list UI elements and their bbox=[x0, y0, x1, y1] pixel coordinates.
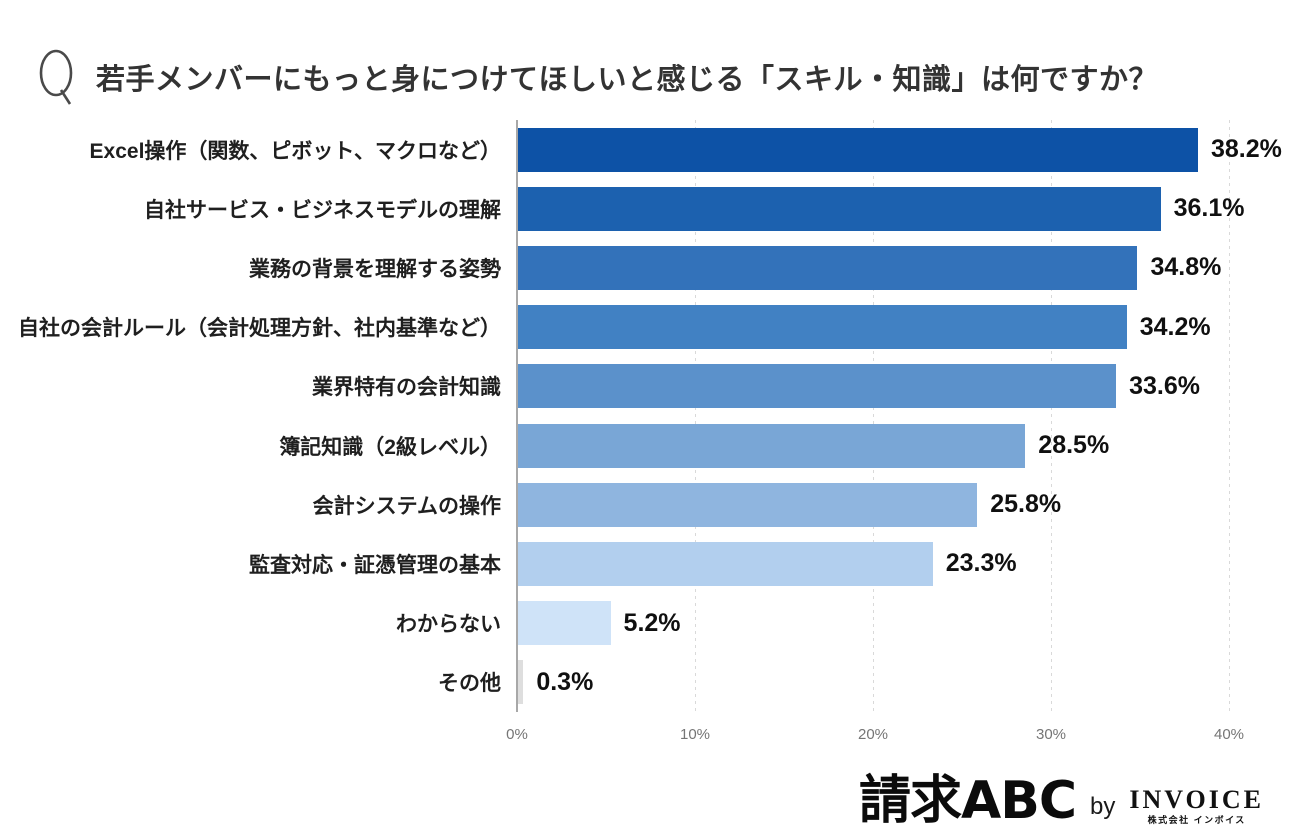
bar bbox=[518, 186, 1161, 231]
bar-value-label: 34.8% bbox=[1150, 253, 1222, 282]
bar bbox=[518, 364, 1117, 409]
chart-title-row: 若手メンバーにもっと身につけてほしいと感じる「スキル・知識」は何ですか？ bbox=[36, 46, 1158, 108]
bar-row: 業務の背景を理解する姿勢 34.8% bbox=[0, 238, 1300, 297]
chart-title: 若手メンバーにもっと身につけてほしいと感じる「スキル・知識」は何ですか？ bbox=[96, 64, 1159, 96]
bar-value-label: 23.3% bbox=[945, 549, 1017, 578]
category-label: 監査対応・証憑管理の基本 bbox=[249, 553, 501, 577]
bar-row: 会計システムの操作 25.8% bbox=[0, 475, 1300, 534]
x-tick-label: 30% bbox=[1035, 726, 1067, 743]
bar-row: 監査対応・証憑管理の基本 23.3% bbox=[0, 534, 1300, 593]
bar-cell: 5.2% bbox=[518, 594, 1300, 653]
category-label: 自社の会計ルール（会計処理方針、社内基準など） bbox=[18, 317, 501, 341]
bar bbox=[518, 245, 1138, 290]
bar-row: Excel操作（関数、ピボット、マクロなど） 38.2% bbox=[0, 120, 1300, 179]
bar-cell: 25.8% bbox=[518, 475, 1300, 534]
bar-value-label: 33.6% bbox=[1129, 371, 1200, 400]
bar-rows: Excel操作（関数、ピボット、マクロなど） 38.2% 自社サービス・ビジネスモデ… bbox=[0, 120, 1300, 712]
category-label: 業界特有の会計知識 bbox=[312, 376, 501, 400]
bar-row: わからない 5.2% bbox=[0, 594, 1300, 653]
x-axis: 0% 10% 20% 30% 40% bbox=[0, 726, 1300, 756]
bar-value-label: 5.2% bbox=[623, 608, 681, 637]
bar-row: 自社の会計ルール（会計処理方針、社内基準など） 34.2% bbox=[0, 298, 1300, 357]
category-label: わからない bbox=[396, 613, 501, 637]
bar bbox=[518, 541, 933, 586]
bar-cell: 0.3% bbox=[518, 653, 1300, 712]
brand-by-label: by bbox=[1090, 793, 1116, 820]
bar-cell: 38.2% bbox=[518, 120, 1300, 179]
bar-cell: 34.2% bbox=[518, 298, 1300, 357]
category-label: 簿記知識（2級レベル） bbox=[279, 435, 501, 459]
question-q-icon bbox=[39, 49, 73, 105]
footer-logo: 請求ABC by INVOICE 株式会社 インボイス bbox=[859, 775, 1264, 827]
x-tick-label: 40% bbox=[1213, 726, 1245, 743]
bar-row: その他 0.3% bbox=[0, 653, 1300, 712]
bar-cell: 34.8% bbox=[518, 238, 1300, 297]
bar-cell: 23.3% bbox=[518, 534, 1300, 593]
company-sub-label: 株式会社 インボイス bbox=[1147, 815, 1246, 825]
bar-cell: 28.5% bbox=[518, 416, 1300, 475]
category-label: Excel操作（関数、ピボット、マクロなど） bbox=[89, 139, 501, 163]
brand-logo: 請求ABC bbox=[858, 771, 1077, 831]
company-logo: INVOICE bbox=[1129, 785, 1264, 814]
bar-row: 自社サービス・ビジネスモデルの理解 36.1% bbox=[0, 179, 1300, 238]
bar bbox=[518, 601, 611, 646]
bar-value-label: 38.2% bbox=[1210, 135, 1282, 164]
bar bbox=[518, 482, 978, 527]
bar-value-label: 0.3% bbox=[536, 667, 594, 696]
category-label: 業務の背景を理解する姿勢 bbox=[249, 257, 501, 281]
bar-cell: 33.6% bbox=[518, 357, 1300, 416]
bar bbox=[518, 305, 1127, 350]
bar-value-label: 28.5% bbox=[1038, 431, 1110, 460]
bar-value-label: 25.8% bbox=[990, 490, 1062, 519]
bar-value-label: 34.2% bbox=[1139, 312, 1211, 341]
bar bbox=[518, 660, 524, 705]
bar-chart: Excel操作（関数、ピボット、マクロなど） 38.2% 自社サービス・ビジネスモデ… bbox=[0, 120, 1300, 780]
bar-value-label: 36.1% bbox=[1173, 194, 1245, 223]
category-label: 自社サービス・ビジネスモデルの理解 bbox=[144, 198, 501, 222]
bar-row: 簿記知識（2級レベル） 28.5% bbox=[0, 416, 1300, 475]
category-label: その他 bbox=[438, 672, 501, 696]
x-tick-label: 0% bbox=[506, 726, 528, 743]
company-logo-block: INVOICE 株式会社 インボイス bbox=[1129, 787, 1264, 825]
x-tick-label: 20% bbox=[857, 726, 889, 743]
bar-row: 業界特有の会計知識 33.6% bbox=[0, 357, 1300, 416]
x-tick-label: 10% bbox=[679, 726, 711, 743]
bar-cell: 36.1% bbox=[518, 179, 1300, 238]
category-label: 会計システムの操作 bbox=[312, 494, 501, 518]
bar bbox=[518, 423, 1026, 468]
bar bbox=[518, 127, 1198, 172]
